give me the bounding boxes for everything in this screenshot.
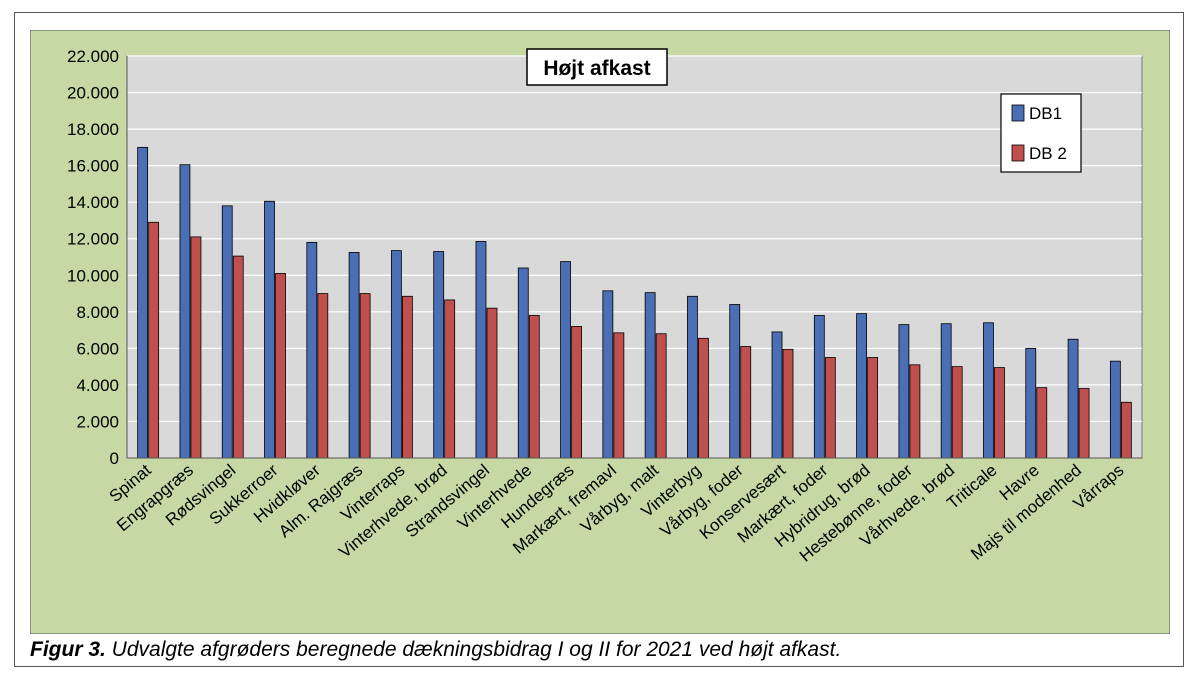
bar-db1: [137, 146, 149, 459]
bar-db2: [867, 357, 879, 459]
bar-db2: [613, 332, 625, 459]
y-tick-label: 4.000: [76, 376, 119, 395]
bar-db1: [560, 261, 571, 459]
bar-db2: [359, 293, 371, 459]
y-tick-label: 10.000: [67, 266, 119, 285]
bar-db1: [898, 324, 910, 459]
bar-db2: [148, 221, 160, 459]
bar-db1: [179, 164, 191, 459]
bar-db2: [571, 326, 582, 459]
gridlines: [127, 55, 1142, 423]
caption-label: Figur 3.: [30, 638, 106, 661]
caption-text: Udvalgte afgrøders beregnede dækningsbid…: [105, 638, 842, 661]
bar-db1: [856, 313, 868, 459]
bar-db2: [190, 236, 202, 459]
bar-db1: [729, 304, 741, 459]
chart-title-box: Højt afkast: [526, 48, 668, 86]
bar-db2: [486, 307, 498, 459]
bar-db2: [655, 333, 667, 459]
chart-title: Højt afkast: [543, 57, 650, 80]
bar-db1: [348, 252, 360, 459]
bars: [137, 146, 1132, 459]
bar-db2: [401, 295, 413, 459]
y-tick-label: 16.000: [67, 157, 119, 176]
bar-db1: [813, 315, 825, 459]
bar-db2: [317, 293, 329, 459]
bar-db1: [390, 250, 402, 459]
bar-chart: 0 2.000 4.000 6.000 8.000 10.000 12.000 14.000 1…: [30, 30, 1170, 634]
y-tick-label: 14.000: [67, 193, 119, 212]
bar-db1: [1067, 338, 1079, 459]
bar-db2: [1036, 387, 1048, 459]
legend-swatch-db2: [1011, 144, 1025, 162]
bar-db1: [940, 323, 952, 459]
y-tick-label: 8.000: [76, 303, 119, 322]
y-tick-label: 22.000: [67, 47, 119, 66]
bar-db1: [983, 322, 994, 459]
bar-db2: [1078, 388, 1090, 459]
y-tick-label: 2.000: [76, 412, 119, 431]
legend-label-db2: DB 2: [1029, 144, 1067, 163]
bar-db2: [824, 357, 836, 459]
bar-db1: [771, 331, 783, 459]
y-tick-label: 18.000: [67, 120, 119, 139]
bar-db2: [951, 366, 963, 459]
bar-db1: [644, 292, 656, 459]
bar-db1: [221, 205, 233, 459]
y-tick-label: 6.000: [76, 339, 119, 358]
y-tick-label: 0: [110, 449, 119, 468]
bar-db1: [602, 290, 614, 459]
bar-db2: [782, 348, 794, 459]
bar-db1: [517, 267, 529, 459]
bar-db1: [1025, 347, 1037, 459]
bar-db1: [1109, 360, 1121, 459]
legend-swatch-db1: [1011, 104, 1025, 122]
y-tick-label: 12.000: [67, 230, 119, 249]
bar-db1: [687, 295, 698, 459]
bar-db2: [528, 315, 540, 459]
bar-db2: [275, 273, 286, 459]
bar-db2: [909, 364, 921, 459]
y-tick-label: 20.000: [67, 84, 119, 103]
y-axis-tick-labels: 0 2.000 4.000 6.000 8.000 10.000 12.000 14.000 1…: [67, 47, 119, 468]
bar-db2: [444, 299, 456, 459]
bar-db2: [740, 346, 752, 459]
legend: DB1 DB 2: [1000, 93, 1082, 173]
bar-db2: [1120, 401, 1132, 459]
bar-db2: [232, 255, 244, 459]
bar-db1: [306, 241, 318, 459]
figure-caption: Figur 3. Udvalgte afgrøders beregnede dæ…: [30, 638, 841, 662]
legend-label-db1: DB1: [1029, 104, 1062, 123]
bar-db2: [698, 337, 709, 459]
bar-db1: [475, 241, 487, 459]
bar-db2: [994, 367, 1005, 459]
bar-db1: [433, 251, 445, 459]
bar-db1: [264, 200, 275, 459]
